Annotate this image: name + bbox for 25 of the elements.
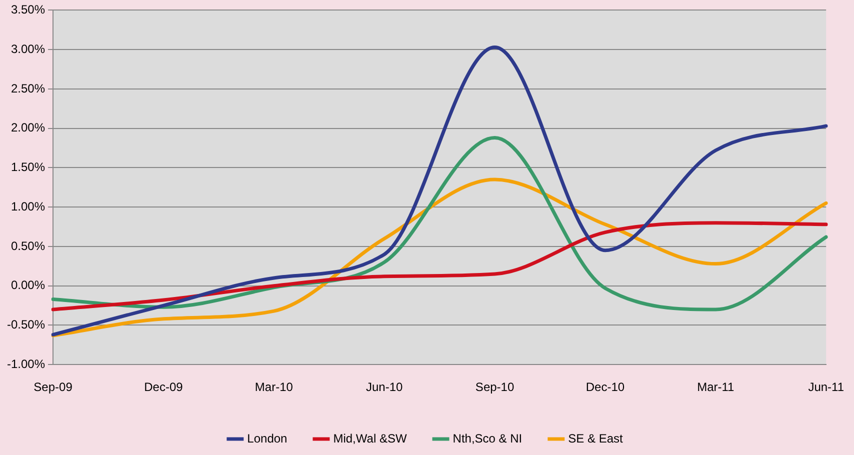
y-tick-label: 2.50% [10, 81, 46, 96]
x-tick-label: Sep-09 [34, 380, 73, 394]
y-tick-label: -0.50% [6, 318, 46, 332]
y-tick-label: 0.50% [10, 238, 46, 253]
x-tick-label: Dec-10 [586, 380, 625, 394]
x-tick-label: Mar-10 [254, 380, 294, 394]
x-tick-label: Mar-11 [697, 380, 735, 394]
x-tick-label: Dec-09 [144, 380, 184, 394]
y-tick-label: -1.00% [6, 356, 46, 371]
legend-label: SE & East [568, 431, 624, 446]
y-tick-label: 3.50% [10, 2, 46, 17]
y-tick-label: 1.50% [10, 160, 46, 174]
legend-label: Nth,Sco & NI [452, 431, 522, 446]
x-tick-label: Jun-11 [808, 380, 844, 394]
line-series [51, 45, 828, 336]
y-tick-label: 0.00% [10, 278, 46, 292]
line-series [51, 221, 828, 312]
x-tick-label: Jun-10 [366, 380, 404, 394]
y-tick-label: 2.00% [10, 120, 46, 135]
x-tick-label: Sep-10 [475, 380, 514, 394]
legend-label: London [247, 431, 288, 446]
y-tick-label: 3.00% [10, 42, 46, 56]
legend-label: Mid,Wal &SW [333, 431, 408, 446]
y-tick-label: 1.00% [10, 199, 46, 214]
line-series [51, 178, 828, 338]
